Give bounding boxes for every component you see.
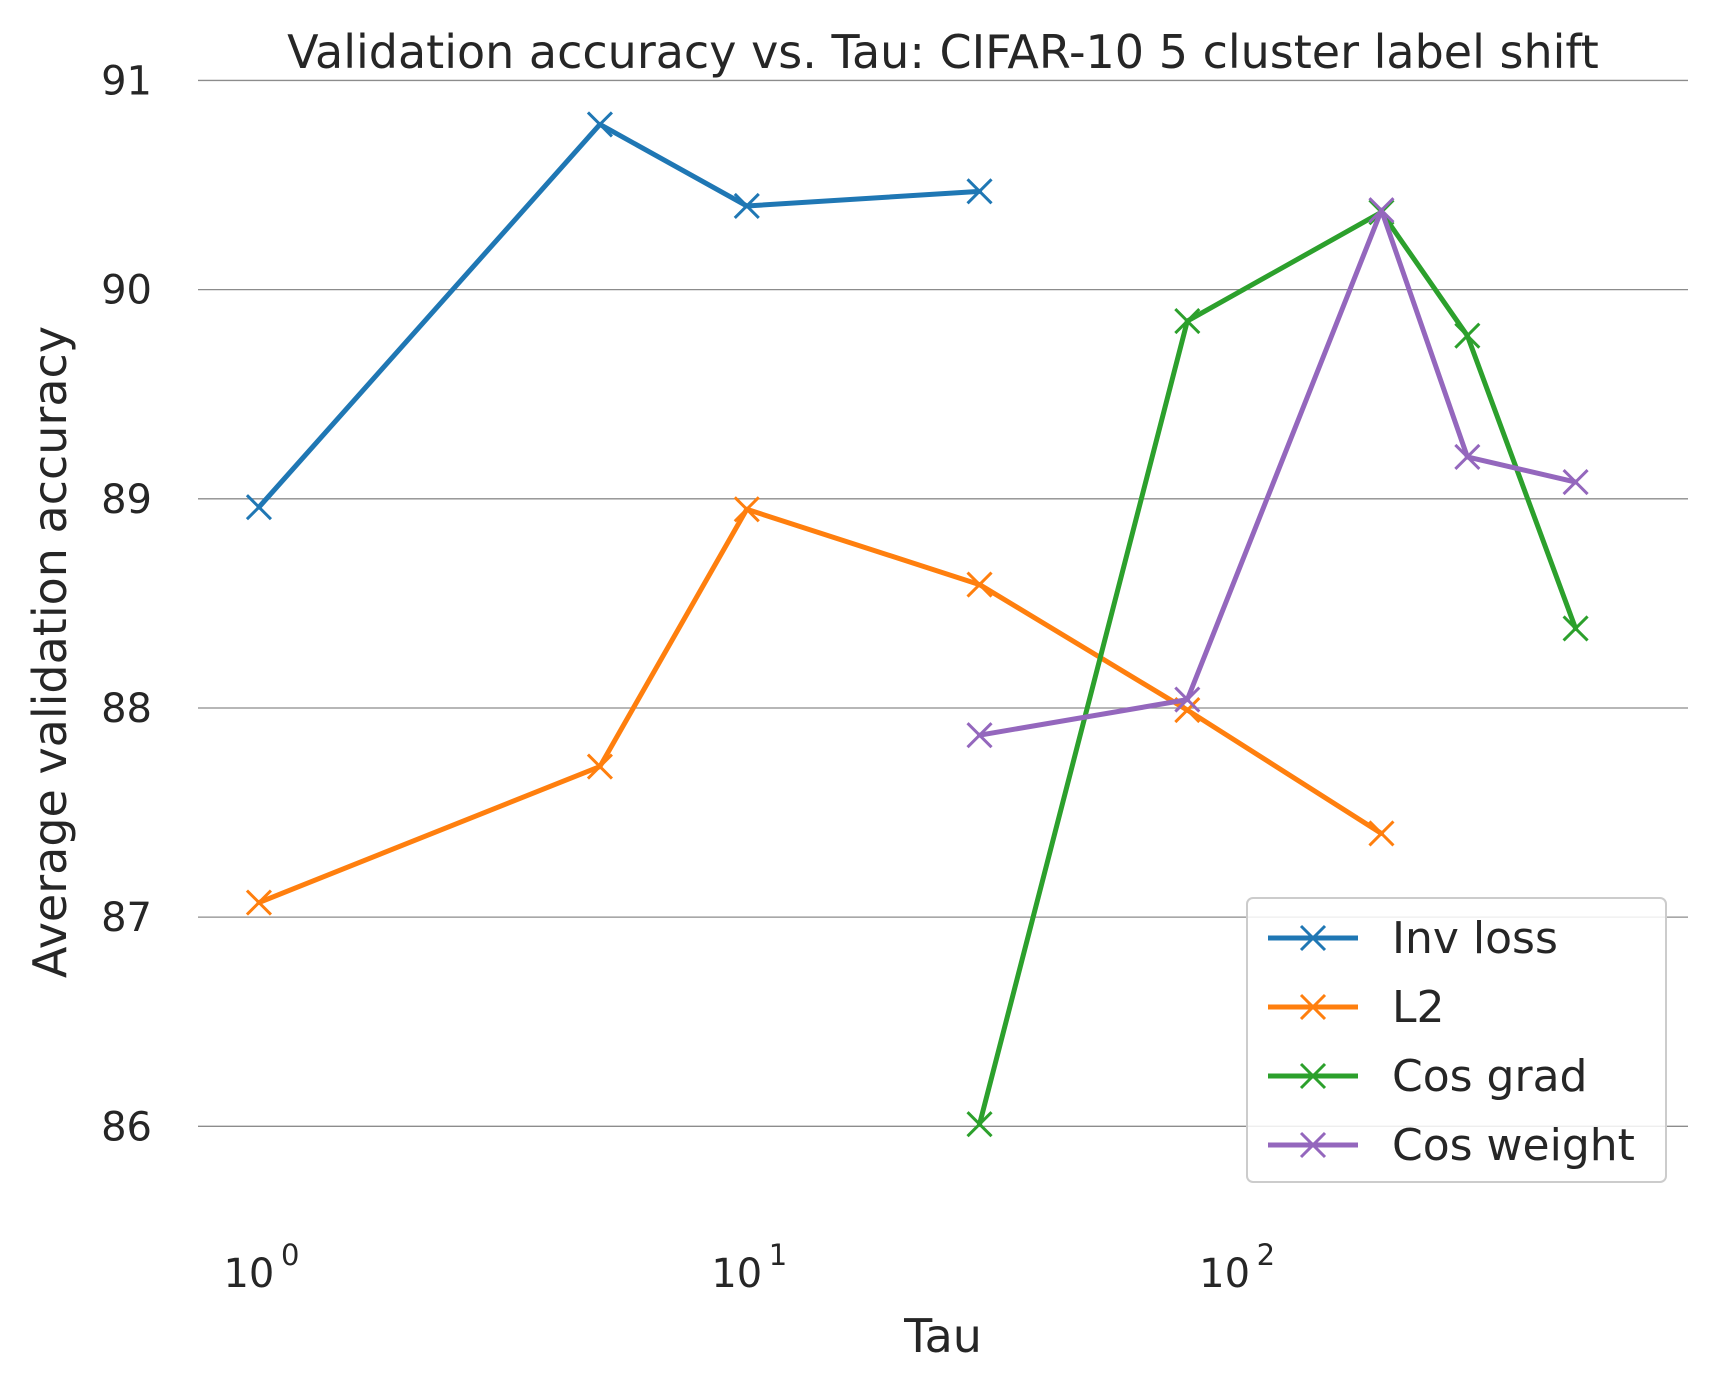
x-marker-stroke: [1454, 322, 1481, 349]
y-tick-label: 86: [101, 1104, 152, 1150]
x-tick-base: 10: [711, 1251, 762, 1297]
legend-marker: [1299, 1131, 1327, 1159]
y-tick-labels: 86 87 88 89 90 91: [101, 58, 152, 1150]
series-inv-loss: [245, 111, 993, 521]
x-marker-stroke: [1562, 469, 1589, 496]
legend-box: [1246, 897, 1667, 1183]
x-marker-stroke: [966, 722, 993, 749]
legend-marker: [1299, 993, 1327, 1021]
series-l2: [245, 496, 1395, 916]
series-line-l2: [256, 506, 1384, 906]
x-marker-stroke: [586, 111, 613, 138]
data-point-cos-weight: [1174, 686, 1201, 713]
x-tick-labels: 10 0 10 1 10 2: [223, 1238, 1275, 1297]
data-point-l2: [1368, 820, 1395, 847]
x-marker-stroke: [1299, 1131, 1327, 1159]
series-cos-weight: [966, 197, 1589, 749]
x-tick-exponent: 0: [281, 1238, 299, 1272]
legend-label: Cos grad: [1392, 1051, 1587, 1102]
series-line-cos-weight: [977, 207, 1579, 738]
data-point-cos-weight: [1562, 469, 1589, 496]
data-point-l2: [586, 753, 613, 780]
legend-label: Cos weight: [1392, 1120, 1635, 1171]
data-point-l2: [966, 571, 993, 598]
x-marker-stroke: [1368, 197, 1395, 224]
legend-marker: [1299, 924, 1327, 952]
x-marker-stroke: [1454, 443, 1481, 471]
x-tick-exponent: 1: [769, 1238, 787, 1272]
x-tick-exponent: 2: [1257, 1238, 1275, 1272]
data-point-inv-loss: [586, 111, 613, 138]
x-marker-stroke: [733, 496, 760, 523]
data-point-cos-grad: [1454, 322, 1481, 349]
data-point-l2: [733, 496, 760, 523]
x-tick-label: 10 2: [1199, 1238, 1275, 1297]
data-point-inv-loss: [245, 494, 273, 521]
x-marker-stroke: [1299, 924, 1327, 952]
legend-item-l2: L2: [1268, 982, 1445, 1033]
series-line-inv-loss: [256, 121, 983, 510]
data-point-cos-weight: [1454, 443, 1481, 471]
x-marker-stroke: [586, 753, 613, 780]
x-marker-stroke: [1368, 820, 1395, 847]
x-marker-stroke: [966, 571, 993, 598]
x-marker-stroke: [1299, 1062, 1327, 1090]
legend-marker: [1299, 1062, 1327, 1090]
y-axis-label: Average validation accuracy: [23, 326, 77, 978]
data-point-l2: [245, 889, 273, 916]
data-point-inv-loss: [733, 192, 760, 220]
y-tick-label: 91: [101, 58, 152, 104]
data-point-inv-loss: [966, 178, 993, 205]
legend-label: Inv loss: [1392, 913, 1558, 964]
data-point-cos-grad: [966, 1111, 993, 1138]
x-marker-stroke: [1174, 697, 1201, 724]
y-tick-label: 88: [101, 686, 152, 732]
x-axis-label: Tau: [903, 1309, 982, 1363]
x-tick-label: 10 1: [711, 1238, 787, 1297]
x-marker-stroke: [733, 192, 760, 220]
legend-item-cos-grad: Cos grad: [1268, 1051, 1587, 1102]
data-point-cos-weight: [966, 722, 993, 749]
data-point-cos-grad: [1562, 615, 1589, 642]
x-marker-stroke: [1299, 993, 1327, 1021]
x-marker-stroke: [1562, 615, 1589, 642]
data-point-cos-weight: [1368, 197, 1395, 224]
data-point-cos-grad: [1174, 307, 1201, 335]
x-marker-stroke: [966, 178, 993, 205]
x-tick-base: 10: [1199, 1251, 1250, 1297]
legend: Inv loss L2 Cos grad Cos weight: [1246, 897, 1667, 1183]
y-tick-label: 87: [101, 895, 152, 941]
x-marker-stroke: [245, 889, 273, 916]
x-marker-stroke: [1174, 307, 1201, 335]
legend-label: L2: [1392, 982, 1445, 1033]
y-tick-label: 89: [101, 477, 152, 523]
x-marker-stroke: [966, 1111, 993, 1138]
series-lines: [245, 111, 1589, 1138]
y-tick-label: 90: [101, 268, 152, 314]
x-tick-label: 10 0: [223, 1238, 299, 1297]
x-marker-stroke: [245, 494, 273, 521]
chart-title: Validation accuracy vs. Tau: CIFAR-10 5 …: [287, 25, 1599, 79]
legend-item-cos-weight: Cos weight: [1268, 1120, 1635, 1171]
x-tick-base: 10: [223, 1251, 274, 1297]
legend-item-inv-loss: Inv loss: [1268, 913, 1558, 964]
x-marker-stroke: [1174, 686, 1201, 713]
